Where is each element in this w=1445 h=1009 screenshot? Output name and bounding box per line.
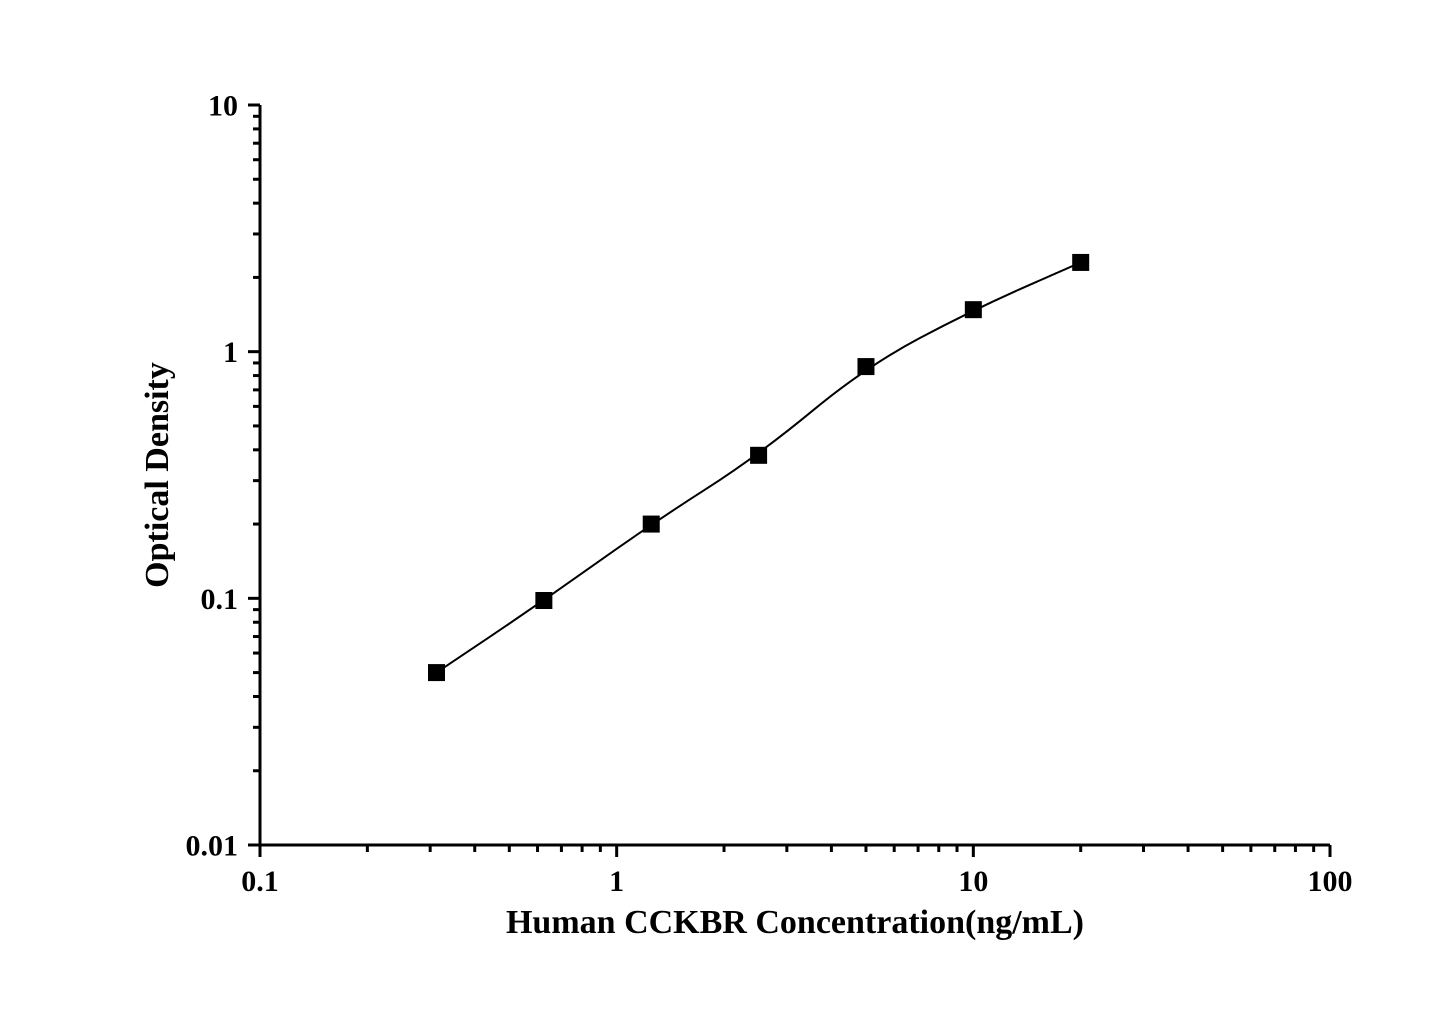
data-marker [751, 447, 767, 463]
y-tick-label: 10 [208, 90, 238, 123]
data-marker [858, 359, 874, 375]
data-marker [1073, 254, 1089, 270]
x-tick-label: 0.1 [241, 865, 279, 898]
x-axis-label: Human CCKBR Concentration(ng/mL) [506, 904, 1084, 941]
y-axis-label: Optical Density [139, 362, 176, 588]
x-tick-label: 100 [1308, 865, 1353, 898]
data-marker [965, 302, 981, 318]
y-tick-label: 0.01 [186, 830, 239, 863]
data-marker [428, 665, 444, 681]
data-marker [536, 592, 552, 608]
y-tick-label: 1 [223, 336, 238, 369]
loglog-chart: 0.11101000.010.1110Human CCKBR Concentra… [0, 0, 1445, 1009]
x-tick-label: 1 [609, 865, 624, 898]
chart-container: 0.11101000.010.1110Human CCKBR Concentra… [0, 0, 1445, 1009]
x-tick-label: 10 [958, 865, 988, 898]
data-marker [643, 516, 659, 532]
y-tick-label: 0.1 [201, 583, 239, 616]
